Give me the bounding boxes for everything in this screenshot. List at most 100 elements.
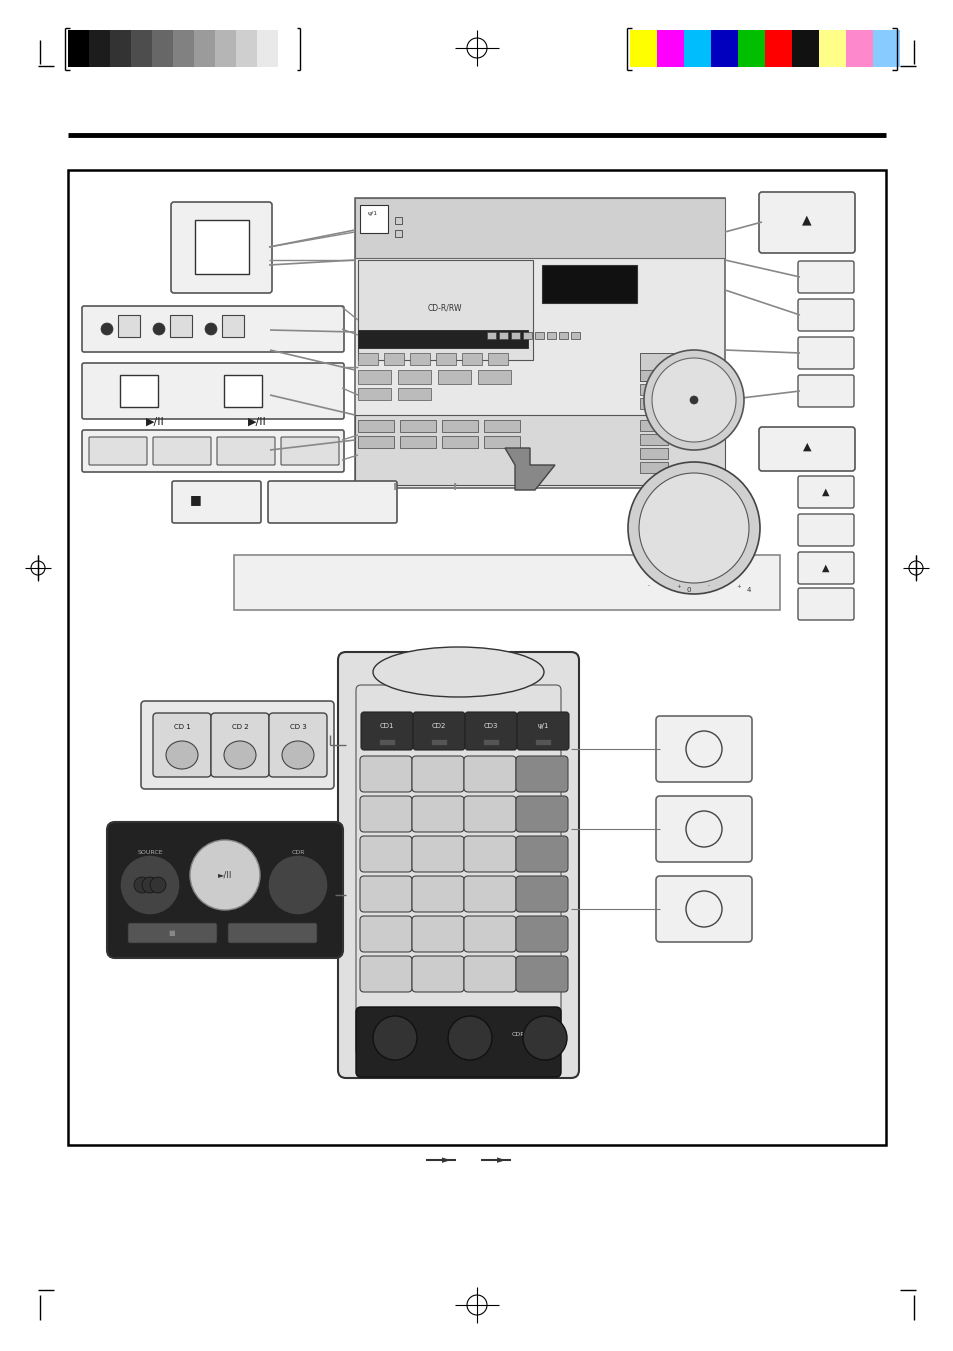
Bar — [498, 332, 507, 339]
Circle shape — [101, 323, 112, 335]
Circle shape — [643, 350, 743, 450]
Bar — [395, 218, 401, 224]
Bar — [357, 330, 527, 349]
FancyBboxPatch shape — [656, 875, 751, 942]
FancyBboxPatch shape — [412, 757, 463, 792]
Bar — [118, 315, 140, 336]
Bar — [89, 30, 110, 68]
Circle shape — [685, 731, 721, 767]
Bar — [397, 370, 431, 384]
FancyBboxPatch shape — [797, 588, 853, 620]
Bar — [68, 30, 89, 68]
Bar — [639, 434, 667, 444]
Ellipse shape — [166, 740, 198, 769]
FancyBboxPatch shape — [516, 916, 567, 952]
FancyBboxPatch shape — [517, 712, 568, 750]
Bar — [541, 265, 637, 303]
FancyBboxPatch shape — [797, 476, 853, 508]
Ellipse shape — [282, 740, 314, 769]
Bar — [845, 30, 872, 68]
Circle shape — [639, 473, 748, 584]
FancyBboxPatch shape — [107, 821, 343, 958]
Bar — [486, 332, 496, 339]
FancyBboxPatch shape — [656, 716, 751, 782]
Bar — [357, 370, 391, 384]
FancyBboxPatch shape — [516, 757, 567, 792]
FancyBboxPatch shape — [797, 376, 853, 407]
Text: ►/II: ►/II — [453, 1039, 463, 1044]
Text: CD: CD — [453, 1025, 462, 1031]
Circle shape — [685, 892, 721, 927]
FancyBboxPatch shape — [152, 713, 211, 777]
Text: ψ/1: ψ/1 — [537, 723, 548, 730]
Bar — [710, 30, 738, 68]
FancyBboxPatch shape — [797, 336, 853, 369]
Bar — [277, 30, 298, 68]
FancyBboxPatch shape — [463, 836, 516, 871]
Bar — [639, 399, 667, 409]
FancyBboxPatch shape — [141, 701, 334, 789]
FancyBboxPatch shape — [516, 796, 567, 832]
FancyBboxPatch shape — [516, 957, 567, 992]
Bar — [683, 30, 710, 68]
Bar — [384, 353, 403, 365]
Bar — [172, 30, 193, 68]
Bar — [357, 436, 394, 449]
Bar — [535, 739, 551, 744]
FancyBboxPatch shape — [412, 836, 463, 871]
FancyBboxPatch shape — [89, 436, 147, 465]
Bar — [639, 384, 667, 394]
FancyBboxPatch shape — [355, 1006, 560, 1077]
FancyBboxPatch shape — [359, 916, 412, 952]
Text: +: + — [736, 584, 740, 589]
Text: CD1: CD1 — [379, 723, 394, 730]
FancyBboxPatch shape — [359, 796, 412, 832]
Text: CD-R/RW: CD-R/RW — [427, 304, 462, 312]
Bar — [522, 332, 532, 339]
Text: 4: 4 — [746, 586, 750, 593]
FancyBboxPatch shape — [268, 481, 396, 523]
Bar — [357, 353, 377, 365]
Text: ▶/II: ▶/II — [248, 417, 266, 427]
FancyBboxPatch shape — [797, 299, 853, 331]
Bar — [68, 170, 885, 1146]
Text: ▲: ▲ — [821, 486, 829, 497]
Bar — [193, 30, 214, 68]
Bar — [357, 259, 533, 359]
Circle shape — [150, 877, 166, 893]
Bar — [120, 376, 158, 407]
Ellipse shape — [448, 1016, 492, 1061]
FancyBboxPatch shape — [82, 305, 344, 353]
FancyBboxPatch shape — [269, 713, 327, 777]
Bar — [461, 353, 481, 365]
Bar — [629, 30, 657, 68]
FancyBboxPatch shape — [337, 653, 578, 1078]
FancyBboxPatch shape — [797, 553, 853, 584]
Bar — [355, 415, 724, 485]
Text: ▲: ▲ — [801, 442, 810, 453]
FancyBboxPatch shape — [656, 796, 751, 862]
FancyBboxPatch shape — [463, 957, 516, 992]
Circle shape — [685, 811, 721, 847]
Bar — [441, 420, 477, 432]
Bar — [639, 353, 684, 381]
FancyBboxPatch shape — [128, 923, 216, 943]
Bar — [639, 370, 667, 381]
Bar — [535, 332, 543, 339]
Text: CD3: CD3 — [483, 723, 497, 730]
FancyBboxPatch shape — [412, 957, 463, 992]
Bar — [437, 370, 471, 384]
Bar — [378, 739, 395, 744]
FancyBboxPatch shape — [759, 427, 854, 471]
Bar — [546, 332, 556, 339]
Bar — [395, 230, 401, 236]
FancyBboxPatch shape — [216, 436, 274, 465]
Bar — [359, 205, 388, 232]
Text: SOURCE: SOURCE — [385, 1032, 411, 1038]
Text: ►/II: ►/II — [217, 870, 232, 880]
FancyBboxPatch shape — [360, 712, 413, 750]
Circle shape — [205, 323, 216, 335]
FancyBboxPatch shape — [228, 923, 316, 943]
Text: ►: ► — [441, 1155, 450, 1165]
Bar — [441, 436, 477, 449]
